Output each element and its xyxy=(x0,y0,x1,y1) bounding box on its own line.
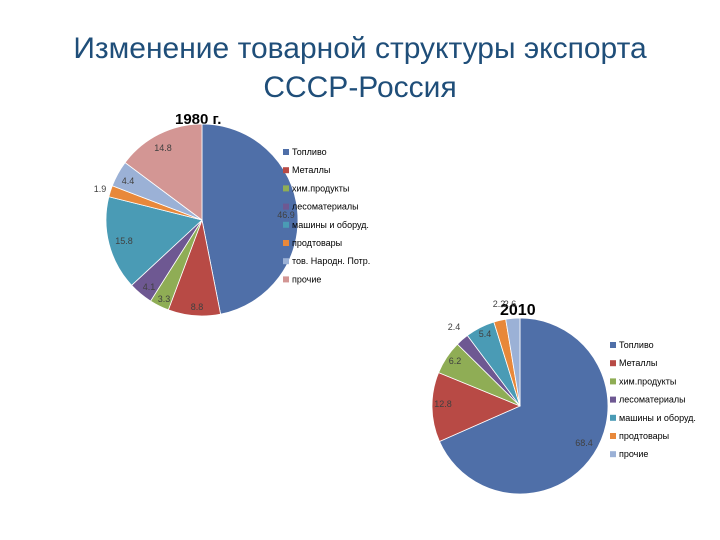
legend-swatch-1980-0 xyxy=(283,149,289,155)
pie-slice-2010-0 xyxy=(438,317,609,495)
legend-label-1980-4: машины и оборуд. xyxy=(292,220,369,230)
data-label-1980-4: 15.8 xyxy=(115,236,133,246)
data-label-1980-7: 14.8 xyxy=(154,143,172,153)
legend-label-2010-3: лесоматериалы xyxy=(619,395,686,405)
slide-title-line2: СССР-Россия xyxy=(263,71,457,104)
legend-swatch-2010-5 xyxy=(610,433,616,439)
pie-slice-1980-4 xyxy=(105,196,203,286)
legend-swatch-1980-2 xyxy=(283,185,289,192)
legend-swatch-1980-7 xyxy=(283,276,289,283)
chart-2010-title: 2010 xyxy=(500,302,536,319)
legend-swatch-1980-6 xyxy=(283,258,289,265)
slide-title-line1: Изменение товарной структуры экспорта xyxy=(73,32,647,65)
pie-slice-1980-0 xyxy=(201,123,299,315)
legend-label-1980-5: продтовары xyxy=(292,238,342,248)
data-label-2010-6: 2.6 xyxy=(504,299,517,309)
legend-label-2010-0: Топливо xyxy=(619,340,654,350)
data-label-1980-2: 3.3 xyxy=(158,294,171,304)
legend-swatch-2010-4 xyxy=(610,414,616,421)
data-label-1980-3: 4.1 xyxy=(143,282,156,292)
legend-label-2010-1: Металлы xyxy=(619,358,657,368)
legend-label-2010-6: прочие xyxy=(619,449,648,459)
legend-swatch-2010-3 xyxy=(610,396,616,403)
legend-label-1980-0: Топливо xyxy=(292,147,327,157)
legend-label-1980-3: лесоматериалы xyxy=(292,202,359,212)
data-label-1980-6: 4.4 xyxy=(122,176,135,186)
data-label-2010-5: 2.2 xyxy=(493,299,506,309)
chart-1980-title: 1980 г. xyxy=(175,111,222,128)
pie-slice-1980-7 xyxy=(124,123,203,221)
data-label-1980-5: 1.9 xyxy=(94,184,107,194)
pie-slice-2010-1 xyxy=(431,372,522,442)
legend-label-2010-4: машины и оборуд. xyxy=(619,413,696,423)
legend-label-1980-2: хим.продукты xyxy=(292,183,349,193)
data-label-2010-2: 6.2 xyxy=(449,356,462,366)
data-label-1980-1: 8.8 xyxy=(191,302,204,312)
pie-slice-2010-6 xyxy=(505,317,521,407)
legend-swatch-2010-2 xyxy=(610,378,616,385)
legend-swatch-1980-3 xyxy=(283,203,289,210)
data-label-1980-0: 46.9 xyxy=(277,210,295,220)
legend-swatch-1980-5 xyxy=(283,240,289,246)
legend-label-2010-5: продтовары xyxy=(619,431,669,441)
data-label-2010-3: 2.4 xyxy=(448,322,461,332)
legend-label-1980-6: тов. Народн. Потр. xyxy=(292,256,370,266)
legend-label-2010-2: хим.продукты xyxy=(619,376,676,386)
data-label-2010-4: 5.4 xyxy=(479,329,492,339)
legend-swatch-2010-0 xyxy=(610,342,616,348)
legend-swatch-2010-1 xyxy=(610,360,616,367)
legend-swatch-1980-4 xyxy=(283,221,289,228)
legend-label-1980-7: прочие xyxy=(292,274,321,284)
legend-label-1980-1: Металлы xyxy=(292,165,330,175)
legend-swatch-1980-1 xyxy=(283,167,289,174)
data-label-2010-1: 12.8 xyxy=(434,399,452,409)
data-label-2010-0: 68.4 xyxy=(575,438,593,448)
legend-swatch-2010-6 xyxy=(610,451,616,458)
